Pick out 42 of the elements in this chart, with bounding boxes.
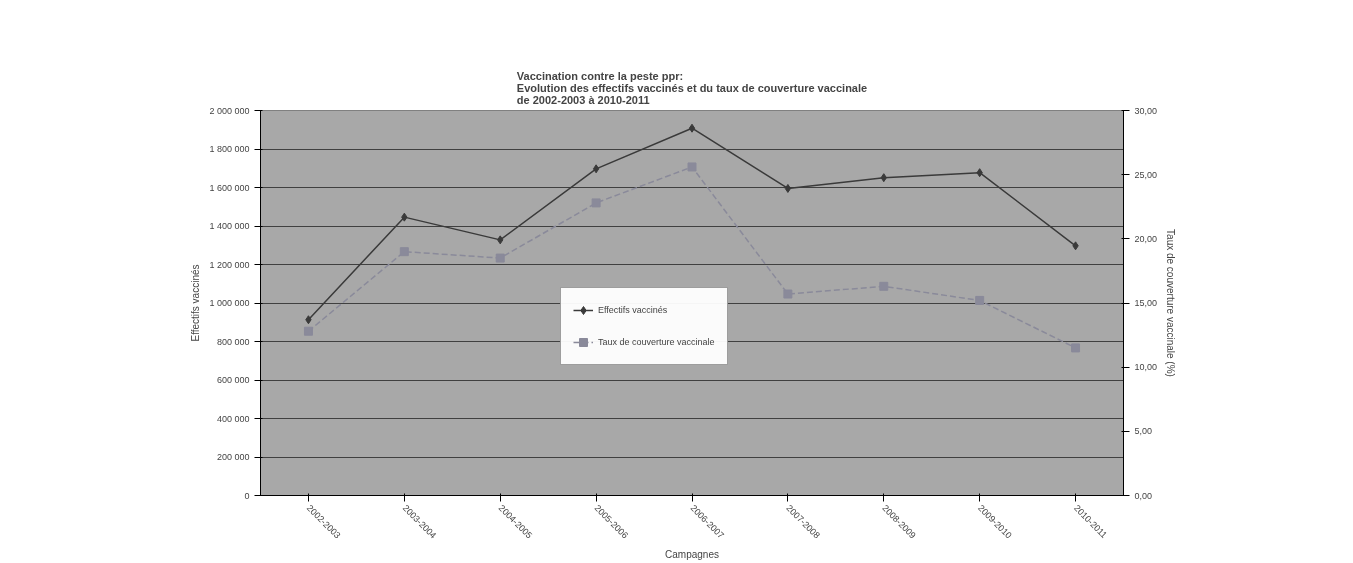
y2-axis-title: Taux de couverture vaccinale (%) bbox=[1165, 229, 1177, 377]
point bbox=[687, 162, 697, 172]
point bbox=[495, 253, 505, 263]
y-tick-label: 200 000 bbox=[216, 452, 250, 462]
point bbox=[592, 164, 600, 174]
point bbox=[688, 123, 696, 133]
y2-tick-label: 25,00 bbox=[1134, 169, 1158, 180]
point bbox=[497, 235, 504, 245]
y-tick-label: 1 800 000 bbox=[209, 144, 250, 154]
point bbox=[1072, 241, 1079, 251]
y2-tick-label: 0,00 bbox=[1134, 490, 1153, 501]
point bbox=[399, 247, 409, 257]
x-axis-title: Campagnes bbox=[665, 549, 719, 561]
y-tick-label: 600 000 bbox=[216, 375, 250, 385]
y-tick-label: 1 000 000 bbox=[209, 298, 250, 308]
y2-tick-label: 30,00 bbox=[1134, 105, 1158, 116]
y-axis-title: Effectifs vaccinés bbox=[190, 264, 202, 342]
point bbox=[976, 168, 983, 178]
chart-title: Vaccination contre la peste ppr: Evolution des effectifs vaccinés et du taux de couverture vaccinale de 2002-2003 à 2010-2011 bbox=[516, 69, 868, 106]
y-tick-label: 2 000 000 bbox=[209, 105, 250, 116]
y2-tick-label: 15,00 bbox=[1134, 298, 1158, 308]
point bbox=[591, 198, 601, 208]
point bbox=[305, 315, 312, 325]
y-tick-label: 1 400 000 bbox=[209, 221, 250, 231]
point bbox=[1071, 343, 1081, 353]
legend-label: Taux de couverture vaccinale bbox=[598, 337, 715, 347]
y2-tick-label: 10,00 bbox=[1134, 362, 1158, 373]
point bbox=[783, 289, 793, 299]
y2-tick-label: 5,00 bbox=[1134, 426, 1153, 437]
y-tick-label: 0 bbox=[244, 490, 250, 501]
legend-label: Effectifs vaccinés bbox=[598, 305, 668, 315]
y2-tick-label: 20,00 bbox=[1134, 233, 1158, 244]
y-tick-label: 400 000 bbox=[216, 413, 250, 424]
point bbox=[880, 173, 887, 183]
point bbox=[401, 212, 408, 222]
point bbox=[879, 281, 889, 291]
point bbox=[975, 295, 985, 305]
y-tick-label: 800 000 bbox=[216, 336, 250, 347]
point bbox=[784, 183, 792, 193]
point bbox=[303, 326, 313, 336]
y-tick-label: 1 200 000 bbox=[209, 259, 250, 270]
y-tick-label: 1 600 000 bbox=[209, 182, 250, 193]
